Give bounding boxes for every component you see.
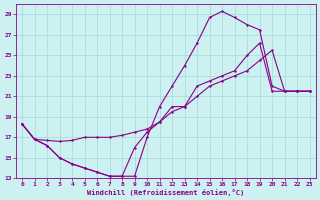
X-axis label: Windchill (Refroidissement éolien,°C): Windchill (Refroidissement éolien,°C) (87, 189, 244, 196)
